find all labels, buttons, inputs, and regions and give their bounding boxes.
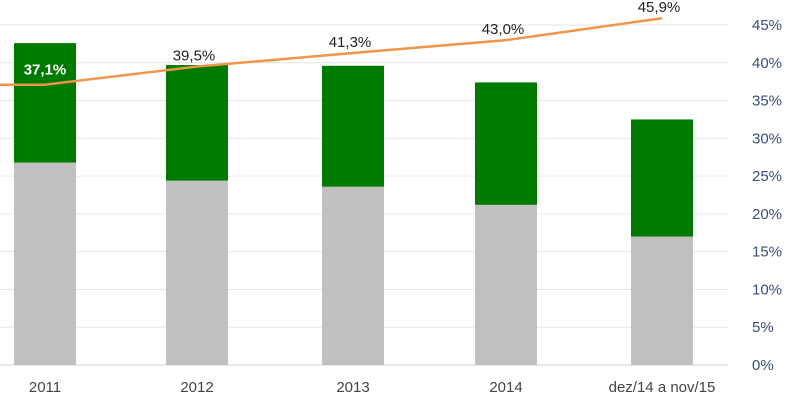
y-tick-label: 5% bbox=[752, 319, 774, 336]
bar-green-3 bbox=[475, 82, 537, 205]
trend-line bbox=[0, 16, 663, 86]
data-labels: 37,1% 39,5% 41,3% 43,0% 45,9% bbox=[24, 0, 681, 79]
bar-green-0 bbox=[14, 43, 76, 163]
line-data-label: 39,5% bbox=[173, 48, 216, 65]
line-data-label: 45,9% bbox=[638, 0, 681, 16]
y-tick-label: 25% bbox=[752, 168, 782, 185]
line-data-label: 41,3% bbox=[329, 34, 372, 51]
y-tick-label: 15% bbox=[752, 244, 782, 261]
y-tick-label: 20% bbox=[752, 206, 782, 223]
bar-green-2 bbox=[322, 65, 384, 187]
bar-gray-0 bbox=[14, 162, 76, 365]
line-data-label: 43,0% bbox=[482, 21, 525, 38]
bar-green-1 bbox=[166, 65, 228, 181]
trend-line-path bbox=[0, 16, 663, 86]
x-tick-label: dez/14 a nov/15 bbox=[609, 379, 716, 396]
y-axis-ticks: 0% 5% 10% 15% 20% 25% 30% 35% 40% 45% bbox=[752, 17, 782, 374]
bars bbox=[14, 43, 693, 365]
x-tick-label: 2013 bbox=[336, 379, 369, 396]
y-tick-label: 40% bbox=[752, 55, 782, 72]
y-tick-label: 10% bbox=[752, 281, 782, 298]
bar-gray-2 bbox=[322, 186, 384, 365]
bar-gray-4 bbox=[631, 236, 693, 365]
y-tick-label: 35% bbox=[752, 93, 782, 110]
x-tick-label: 2012 bbox=[180, 379, 213, 396]
y-tick-label: 45% bbox=[752, 17, 782, 34]
bar-gray-3 bbox=[475, 204, 537, 365]
y-tick-label: 0% bbox=[752, 357, 774, 374]
x-tick-label: 2011 bbox=[29, 379, 61, 396]
x-axis-ticks: 2011 2012 2013 2014 dez/14 a nov/15 bbox=[29, 379, 716, 396]
bar-gray-1 bbox=[166, 180, 228, 365]
bar-green-4 bbox=[631, 119, 693, 237]
line-data-label: 37,1% bbox=[24, 62, 67, 79]
x-tick-label: 2014 bbox=[489, 379, 522, 396]
y-tick-label: 30% bbox=[752, 130, 782, 147]
